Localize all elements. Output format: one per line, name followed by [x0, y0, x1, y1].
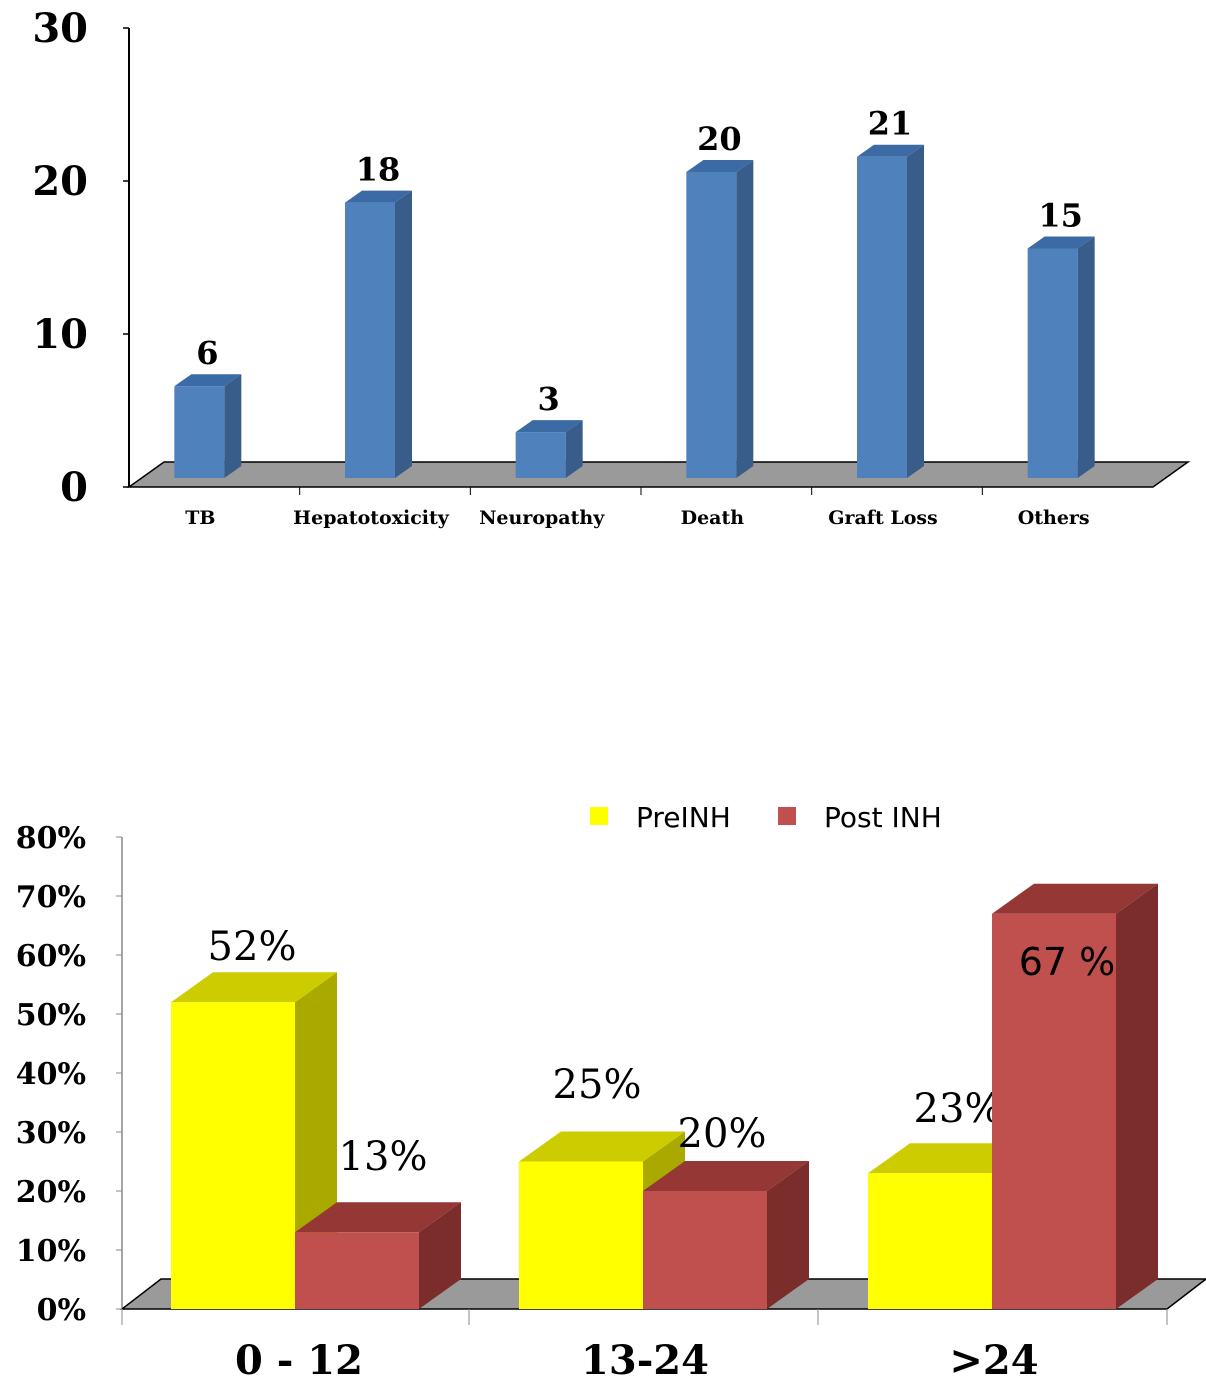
y-tick-label: 40%: [16, 1057, 86, 1092]
bar-post-inh-0-12: [295, 1232, 419, 1309]
y-tick-label: 30%: [16, 1116, 86, 1151]
data-label-tb: 6: [196, 334, 218, 372]
x-category-label: TB: [185, 507, 215, 529]
bar-side-neuropathy: [565, 420, 583, 478]
x-category-label: 13-24: [581, 1337, 709, 1384]
data-label-preinh-0-12: 52%: [208, 924, 297, 970]
bar-side-others: [1077, 236, 1095, 478]
data-label-post-inh-24: 67 %: [1019, 940, 1116, 984]
legend-swatch-post-inh: [778, 807, 796, 825]
y-tick-label: 20%: [16, 1175, 86, 1210]
bar-post-inh-13-24: [643, 1191, 767, 1309]
x-category-label: Neuropathy: [479, 507, 605, 529]
bar-top-preinh-0-12: [171, 972, 337, 1003]
bar-side-hepatotoxicity: [395, 190, 412, 478]
y-tick-label: 70%: [16, 880, 86, 915]
data-label-hepatotoxicity: 18: [356, 151, 401, 189]
legend-label-preinh: PreINH: [636, 801, 731, 834]
x-category-label: Hepatotoxicity: [293, 507, 450, 529]
data-label-others: 15: [1038, 197, 1083, 235]
bar-top-post-inh-0-12: [295, 1202, 461, 1233]
y-tick-label: 20: [32, 158, 88, 205]
x-category-label: Graft Loss: [828, 507, 938, 529]
bar-top-preinh-13-24: [519, 1131, 685, 1162]
y-tick-label: 0%: [37, 1293, 86, 1328]
y-tick-label: 80%: [16, 821, 86, 856]
data-label-death: 20: [697, 120, 742, 158]
bar-top-post-inh-13-24: [643, 1161, 809, 1191]
bar-others: [1027, 248, 1078, 478]
x-category-label: >24: [949, 1337, 1038, 1384]
bar-side-graft-loss: [907, 144, 924, 478]
bar-top-post-inh-24: [992, 883, 1158, 914]
bar-post-inh-24: [992, 913, 1116, 1309]
data-label-preinh-13-24: 25%: [553, 1062, 642, 1108]
legend-label-post-inh: Post INH: [824, 801, 942, 834]
bar-side-post-inh-24: [1116, 883, 1158, 1309]
bar-top-death: [686, 160, 754, 172]
x-category-label: 0 - 12: [235, 1337, 363, 1384]
bar-hepatotoxicity: [345, 202, 395, 478]
bar-death: [686, 172, 737, 478]
bar-side-tb: [224, 374, 242, 478]
bar-side-post-inh-13-24: [767, 1161, 809, 1309]
y-tick-label: 10: [32, 311, 88, 358]
bar-top-others: [1027, 236, 1095, 249]
bar-tb: [174, 386, 225, 478]
bar-neuropathy: [515, 432, 566, 478]
x-category-label: Others: [1018, 507, 1090, 529]
bar-top-graft-loss: [857, 144, 924, 157]
data-label-post-inh-0-12: 13%: [339, 1134, 428, 1180]
bar-preinh-0-12: [171, 1002, 295, 1309]
bar-side-post-inh-0-12: [419, 1202, 461, 1309]
data-label-preinh-24: 23%: [914, 1086, 1003, 1132]
bar-top-tb: [174, 374, 242, 387]
y-tick-label: 50%: [16, 998, 86, 1033]
legend-swatch-preinh: [590, 807, 608, 825]
data-label-graft-loss: 21: [868, 105, 913, 143]
bar-top-hepatotoxicity: [345, 190, 412, 203]
y-tick-label: 10%: [16, 1234, 86, 1269]
y-tick-label: 30: [32, 5, 88, 52]
y-tick-label: 0: [60, 464, 88, 511]
inh-percentage-bar-chart: 0% 10% 20% 30% 40% 50% 60% 70% 80% PreINH Post INH…: [16, 801, 1206, 1384]
bar-preinh-24: [868, 1173, 992, 1309]
legend: PreINH Post INH: [590, 801, 942, 834]
complications-bar-chart: 0 10 20 30 6 TB 18 Hepatotoxicity 3 Neuropathy 20 D…: [32, 5, 1191, 529]
bar-side-death: [736, 160, 754, 478]
data-label-neuropathy: 3: [538, 380, 560, 418]
data-label-post-inh-13-24: 20%: [678, 1111, 767, 1157]
bar-graft-loss: [857, 156, 907, 478]
bar-preinh-13-24: [519, 1161, 643, 1309]
y-tick-label: 60%: [16, 939, 86, 974]
x-category-label: Death: [681, 507, 745, 529]
bar-top-neuropathy: [515, 420, 583, 433]
